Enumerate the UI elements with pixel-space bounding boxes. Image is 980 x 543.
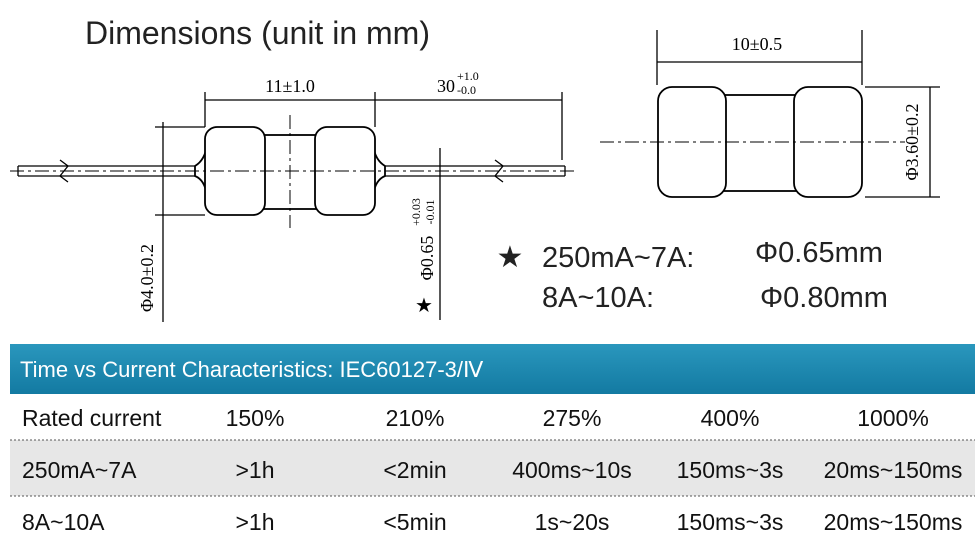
dimension-label: Φ3.60±0.2	[902, 103, 922, 180]
table-cell: 150ms~3s	[677, 509, 784, 535]
table-cell: 1s~20s	[535, 509, 610, 535]
table-cell: 20ms~150ms	[824, 457, 963, 483]
tolerance: +0.03	[409, 198, 423, 226]
header-cell: 400%	[701, 405, 760, 431]
marker: ★	[497, 241, 524, 274]
dimension-label: 10±0.5	[732, 34, 782, 54]
note-diameter: Φ0.80mm	[760, 282, 888, 314]
fuse-tube	[721, 94, 799, 192]
table-cell: <5min	[383, 509, 446, 535]
axial-drawing: 11±1.0 30 +1.0 -0.0 Φ4.0±0.2 Φ0.65 +0.03…	[10, 69, 575, 322]
table-cell: 400ms~10s	[512, 457, 632, 483]
table-cell: <2min	[383, 457, 446, 483]
header-cell: 210%	[386, 405, 445, 431]
table-cell: 20ms~150ms	[824, 509, 963, 535]
dimension-label: 11±1.0	[265, 76, 315, 96]
table-cell: 150ms~3s	[677, 457, 784, 483]
table-cell: >1h	[235, 509, 274, 535]
header-cell: 1000%	[857, 405, 929, 431]
dimension-label: Φ4.0±0.2	[137, 244, 157, 312]
header-cell: Rated current	[22, 405, 162, 431]
table-title: Time vs Current Characteristics: IEC6012…	[20, 357, 484, 382]
cartridge-drawing: 10±0.5 Φ3.60±0.2	[600, 30, 940, 198]
marker: ★	[415, 295, 433, 317]
characteristics-table: Time vs Current Characteristics: IEC6012…	[10, 344, 975, 535]
tolerance: -0.01	[423, 200, 437, 225]
notes: ★ 250mA~7A: Φ0.65mm 8A~10A: Φ0.80mm	[497, 237, 888, 314]
tolerance: -0.0	[457, 83, 476, 97]
header-cell: 150%	[226, 405, 285, 431]
tolerance: +1.0	[457, 69, 479, 83]
table-cell: 8A~10A	[22, 509, 105, 535]
dimension-label: Φ0.65	[417, 236, 437, 281]
note-diameter: Φ0.65mm	[755, 237, 883, 269]
note-range: 250mA~7A:	[542, 242, 694, 274]
note-range: 8A~10A:	[542, 282, 654, 314]
header-cell: 275%	[543, 405, 602, 431]
table-cell: 250mA~7A	[22, 457, 137, 483]
page-title: Dimensions (unit in mm)	[85, 15, 430, 51]
table-title-bar	[10, 344, 975, 394]
dimension-label: 30	[437, 76, 455, 96]
row-band	[10, 440, 975, 496]
table-cell: >1h	[235, 457, 274, 483]
